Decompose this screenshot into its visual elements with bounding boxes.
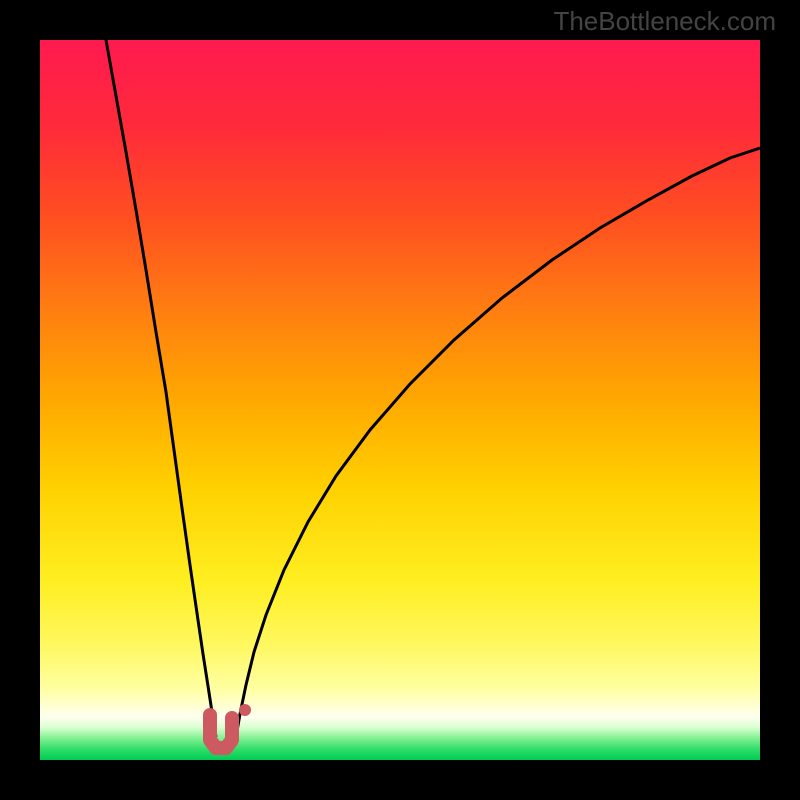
chart-stage: TheBottleneck.com <box>0 0 800 800</box>
gradient-plot-area <box>40 40 760 760</box>
watermark-text: TheBottleneck.com <box>553 6 776 37</box>
